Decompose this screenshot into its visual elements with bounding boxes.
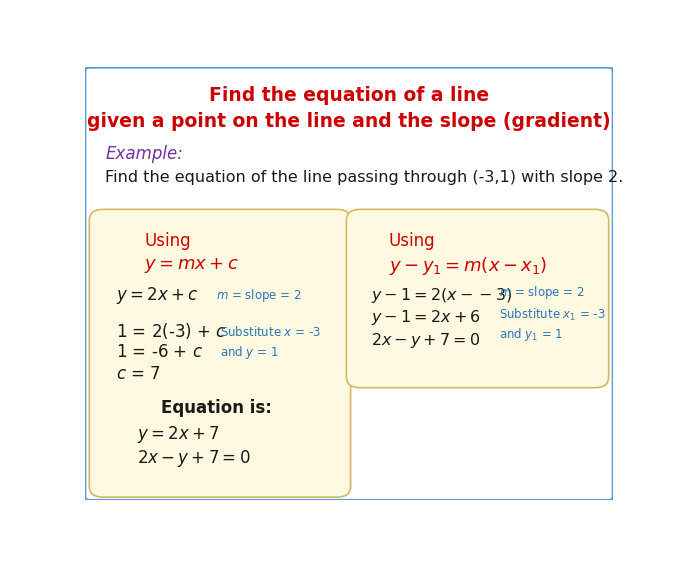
Text: $y - y_1 = m(x - x_1)$: $y - y_1 = m(x - x_1)$ xyxy=(389,255,548,277)
Text: Example:: Example: xyxy=(105,145,183,163)
Text: Find the equation of the line passing through (-3,1) with slope 2.: Find the equation of the line passing th… xyxy=(105,170,624,185)
Text: $y = 2x + 7$: $y = 2x + 7$ xyxy=(137,424,219,445)
Text: $y - 1 = 2x + 6$: $y - 1 = 2x + 6$ xyxy=(371,308,481,327)
Text: Substitute $x$ = -3: Substitute $x$ = -3 xyxy=(220,325,321,339)
Text: and $y_1$ = 1: and $y_1$ = 1 xyxy=(499,327,563,343)
Text: $y - 1 = 2(x - -3)$: $y - 1 = 2(x - -3)$ xyxy=(371,287,513,305)
Text: Find the equation of a line: Find the equation of a line xyxy=(209,86,489,105)
Text: and $y$ = 1: and $y$ = 1 xyxy=(220,344,279,361)
FancyBboxPatch shape xyxy=(89,210,351,497)
Text: $m$ = slope = 2: $m$ = slope = 2 xyxy=(499,284,585,301)
Text: given a point on the line and the slope (gradient): given a point on the line and the slope … xyxy=(87,112,611,131)
Text: 1 = 2(-3) + $c$: 1 = 2(-3) + $c$ xyxy=(116,320,226,341)
Text: $2x - y + 7 = 0$: $2x - y + 7 = 0$ xyxy=(371,331,480,350)
Text: $c$ = 7: $c$ = 7 xyxy=(116,365,161,383)
Text: $m$ = slope = 2: $m$ = slope = 2 xyxy=(216,287,302,305)
FancyBboxPatch shape xyxy=(347,210,609,388)
Text: Using: Using xyxy=(389,232,435,250)
FancyBboxPatch shape xyxy=(85,67,613,500)
Text: Substitute $x_1$ = -3: Substitute $x_1$ = -3 xyxy=(499,307,606,324)
Text: Equation is:: Equation is: xyxy=(161,400,272,418)
Text: 1 = -6 + $c$: 1 = -6 + $c$ xyxy=(116,343,203,361)
Text: $2x - y + 7 = 0$: $2x - y + 7 = 0$ xyxy=(137,448,251,469)
Text: $y = 2x + c$: $y = 2x + c$ xyxy=(116,285,198,306)
Text: Using: Using xyxy=(145,232,191,250)
Text: $y = mx + c$: $y = mx + c$ xyxy=(144,256,239,275)
